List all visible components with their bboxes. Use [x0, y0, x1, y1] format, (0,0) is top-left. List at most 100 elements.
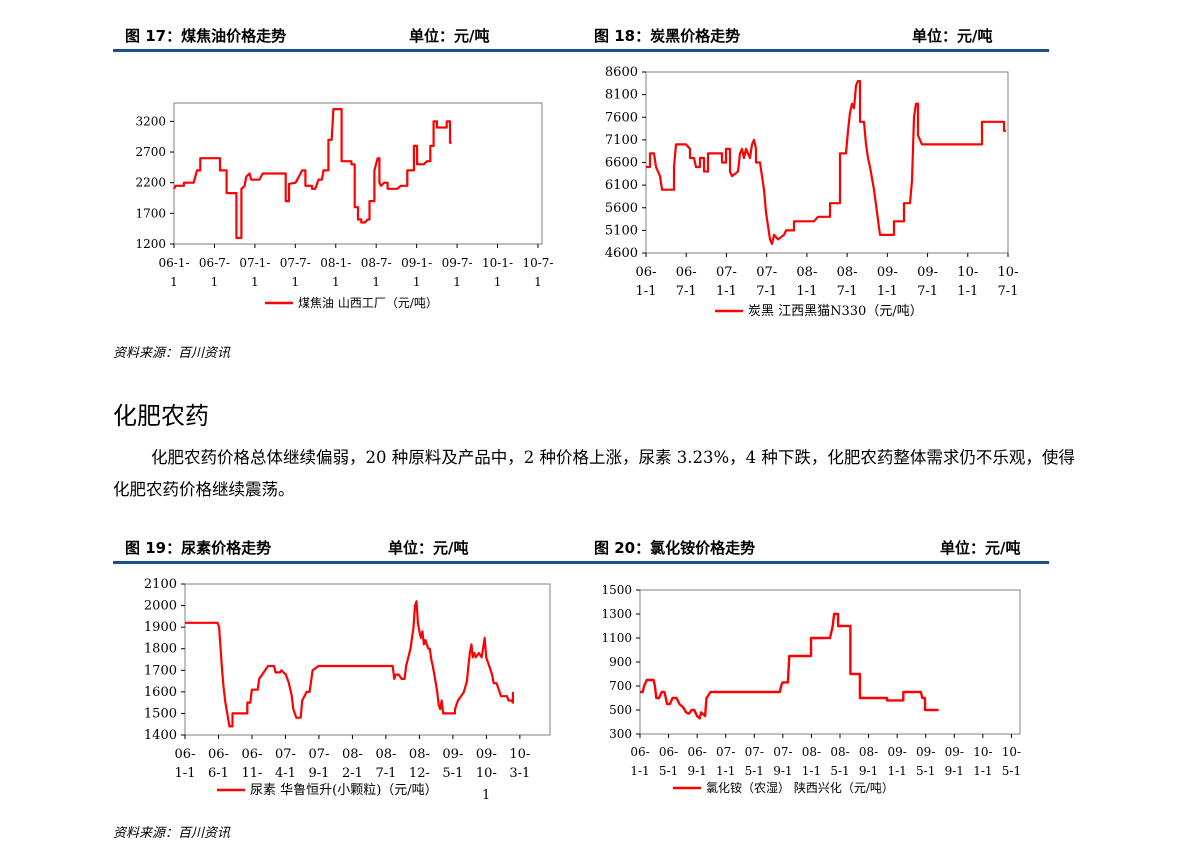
fig18-xtick-label-top: 09-: [877, 265, 898, 280]
fig17-xtick-label-top: 10-7-: [522, 256, 553, 270]
fig20-ytick-label: 900: [609, 655, 632, 669]
fig17-plot-area: [173, 102, 543, 245]
fig18-xtick-label-bottom: 7-1: [676, 284, 697, 299]
fig17-xtick-label-bottom: 1: [494, 275, 502, 289]
fig19-xtick-label-top: 10-: [509, 747, 530, 762]
fig18-ytick-label: 7600: [605, 110, 638, 125]
fig17-xtick-label-bottom: 1: [332, 275, 340, 289]
fig18-title: 图 18：炭黑价格走势: [594, 27, 741, 45]
fig18-xtick-label-top: 06-: [676, 265, 697, 280]
fig19-plot-area: [184, 583, 551, 736]
fig19-xtick-label-top: 06-: [175, 747, 196, 762]
fig18-xtick-label-bottom: 1-1: [636, 284, 657, 299]
fig20-series-line: [640, 612, 939, 720]
fig20-xtick-label-bottom: 1-1: [802, 764, 821, 778]
fig17-ytick-label: 1200: [135, 237, 166, 251]
fig20-xtick-label-top: 10-: [973, 745, 992, 759]
fig20-xtick-label-top: 08-: [859, 745, 878, 759]
fig19-xtick-label-top: 08-: [342, 747, 363, 762]
fig20-xtick-label-bottom: 1-1: [630, 764, 649, 778]
fig20-xtick-label-top: 07-: [773, 745, 792, 759]
fig18-xtick-label-top: 08-: [796, 265, 817, 280]
chart-fig17-svg: 1200 1700 2200 2700 3200 06-1- 1 06-7- 1 07-1- 1 07…: [135, 102, 553, 310]
fig19-xtick-label-top: 09-: [476, 747, 497, 762]
chart-fig20-svg: 300 500 700 900 1100 1300 1500 06- 1-1 06- 5-1 06- 9…: [601, 583, 1021, 795]
fig17-xtick-label-top: 07-1-: [239, 256, 270, 270]
fig20-xtick-label-top: 07-: [716, 745, 735, 759]
fig20-unit: 单位：元/吨: [940, 539, 1021, 557]
fig20-xtick-label-top: 09-: [916, 745, 935, 759]
fig17-xtick-label-top: 09-7-: [442, 256, 473, 270]
fig17-xtick-label-bottom: 1: [211, 275, 219, 289]
fig17-xtick-label-bottom: 1: [251, 275, 259, 289]
chart-fig20: 300 500 700 900 1100 1300 1500 06- 1-1 06- 5-1 06- 9…: [590, 578, 1035, 808]
fig20-xtick-label-top: 10-: [1002, 745, 1021, 759]
fig20-ytick-label: 1500: [601, 583, 632, 597]
fig19-legend-label: 尿素 华鲁恒升(小颗粒)（元/吨）: [250, 783, 438, 798]
fig20-plot-area: [639, 589, 1021, 735]
header-rule-bottom: [113, 561, 1049, 564]
fig19-xtick-label-bottom: 1-1: [175, 766, 196, 781]
fig19-xtick-label-bottom: 10-: [476, 766, 497, 781]
chart-fig18: 4600 5100 5600 6100 6600 7100 7600 8100 8600 06- 1…: [590, 60, 1030, 330]
fig17-xtick-label-bottom: 1: [413, 275, 421, 289]
fig18-ytick-label: 5100: [605, 223, 638, 238]
fig19-xtick-label-bottom: 3-1: [509, 766, 530, 781]
fig19-unit: 单位：元/吨: [388, 539, 469, 557]
fig18-xtick-label-bottom: 7-1: [837, 284, 858, 299]
fig20-xtick-label-top: 06-: [687, 745, 706, 759]
fig20-xtick-label-bottom: 9-1: [945, 764, 964, 778]
fig19-legend-suffix: 1: [482, 788, 490, 803]
fig19-ytick-label: 1900: [144, 620, 177, 635]
fig18-xtick-label-top: 07-: [756, 265, 777, 280]
fig20-xtick-label-bottom: 5-1: [830, 764, 849, 778]
fig20-title: 图 20：氯化铵价格走势: [594, 539, 756, 557]
fig18-xtick-label-bottom: 1-1: [957, 284, 978, 299]
fig20-ytick-label: 500: [609, 703, 632, 717]
fig17-xtick-label-bottom: 1: [534, 275, 542, 289]
fig19-xtick-label-bottom: 4-1: [275, 766, 296, 781]
fig20-xtick-label-bottom: 9-1: [687, 764, 706, 778]
fig17-xtick-label-top: 10-1-: [482, 256, 513, 270]
section-paragraph: 化肥农药价格总体继续偏弱，20 种原料及产品中，2 种价格上涨，尿素 3.23%…: [113, 448, 1075, 499]
fig18-ytick-label: 6100: [605, 178, 638, 193]
fig20-xtick-label-top: 06-: [659, 745, 678, 759]
fig18-plot-area: [645, 71, 1009, 254]
fig18-ytick-label: 6600: [605, 156, 638, 171]
fig20-xtick-label-bottom: 5-1: [659, 764, 678, 778]
fig19-ytick-label: 1700: [144, 663, 177, 678]
fig17-unit: 单位：元/吨: [409, 27, 490, 45]
fig18-series-line: [646, 80, 1006, 245]
fig18-xtick-label-top: 10-: [957, 265, 978, 280]
fig20-ytick-label: 1100: [601, 631, 632, 645]
fig18-xtick-label-bottom: 7-1: [917, 284, 938, 299]
header-rule-top: [113, 49, 1049, 52]
chart-fig19: 1400 1500 1600 1700 1800 1900 2000 2100 06- 1-1 06…: [110, 572, 570, 812]
fig20-xtick-label-top: 07-: [745, 745, 764, 759]
chart-fig18-svg: 4600 5100 5600 6100 6600 7100 7600 8100 8600 06- 1…: [605, 65, 1019, 319]
fig20-xtick-label-bottom: 5-1: [745, 764, 764, 778]
fig19-xtick-label-top: 06-: [208, 747, 229, 762]
fig19-xtick-label-bottom: 12-: [409, 766, 430, 781]
fig19-xtick-label-top: 07-: [275, 747, 296, 762]
fig17-ytick-label: 1700: [135, 206, 166, 220]
fig17-xtick-label-top: 09-1-: [401, 256, 432, 270]
fig20-xtick-label-bottom: 9-1: [773, 764, 792, 778]
fig19-series-line: [185, 600, 514, 728]
fig18-xtick-label-bottom: 1-1: [796, 284, 817, 299]
fig19-xtick-label-top: 06-: [242, 747, 263, 762]
fig20-ytick-label: 700: [609, 679, 632, 693]
fig19-ytick-label: 1500: [144, 706, 177, 721]
fig20-ytick-label: 1300: [601, 607, 632, 621]
fig20-xtick-label-top: 09-: [945, 745, 964, 759]
fig19-xtick-label-bottom: 9-1: [308, 766, 329, 781]
fig18-ytick-label: 8600: [605, 65, 638, 80]
fig20-xtick-label-bottom: 5-1: [916, 764, 935, 778]
fig20-xtick-label-bottom: 5-1: [1002, 764, 1021, 778]
fig19-xtick-label-bottom: 11-: [242, 766, 263, 781]
fig18-unit: 单位：元/吨: [912, 27, 993, 45]
fig17-legend-label: 煤焦油 山西工厂（元/吨）: [298, 296, 438, 310]
fig20-xtick-label-top: 06-: [630, 745, 649, 759]
fig20-xtick-label-top: 08-: [802, 745, 821, 759]
fig19-xtick-label-bottom: 5-1: [442, 766, 463, 781]
